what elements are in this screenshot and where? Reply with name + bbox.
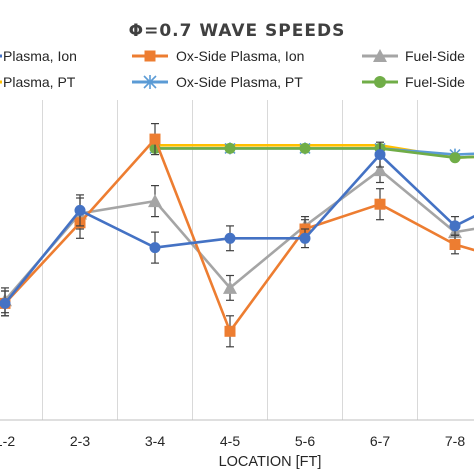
data-point-s5-6 [449, 152, 461, 164]
legend-marker-fuel-side-gray [373, 49, 387, 62]
legend-label-fuel-pt: Plasma, PT [3, 74, 76, 90]
legend-item-fuel-side-gray: Fuel-Side [362, 48, 465, 64]
legend-label-fuel-side-green: Fuel-Side [405, 74, 465, 90]
x-tick-label-3: 4-5 [220, 433, 240, 449]
series-line-1 [4, 137, 474, 333]
legend-label-fuel-ion: Plasma, Ion [3, 48, 77, 64]
data-point-s0-1 [74, 204, 86, 216]
data-point-s2-2 [148, 194, 162, 208]
series-5 [149, 142, 474, 164]
data-point-s1-5 [374, 198, 386, 210]
x-tick-labels: 1-2 2-3 3-4 4-5 5-6 6-7 7-8 [0, 433, 465, 449]
data-point-s0-2 [149, 242, 161, 254]
x-tick-label-1: 2-3 [70, 433, 90, 449]
data-point-s0-6 [449, 220, 461, 232]
data-point-s1-2 [149, 133, 161, 145]
legend-item-fuel-ion: Plasma, Ion [0, 48, 77, 64]
series-0 [0, 141, 474, 317]
legend-marker-ox-ion [144, 50, 156, 62]
x-axis-title: LOCATION [FT] [219, 454, 322, 470]
x-tick-label-4: 5-6 [295, 433, 315, 449]
legend-label-ox-pt: Ox-Side Plasma, PT [176, 74, 303, 90]
series-line-5 [155, 147, 474, 159]
series-line-2 [4, 168, 474, 302]
x-tick-label-5: 6-7 [370, 433, 390, 449]
legend-label-fuel-side-gray: Fuel-Side [405, 48, 465, 64]
legend-marker-ox-pt [143, 75, 157, 89]
legend: Plasma, Ion Ox-Side Plasma, Ion Fuel-Sid… [0, 48, 465, 90]
x-tick-label-2: 3-4 [145, 433, 165, 449]
legend-item-ox-ion: Ox-Side Plasma, Ion [132, 48, 304, 64]
legend-item-ox-pt: Ox-Side Plasma, PT [132, 74, 303, 90]
series-layer [0, 122, 474, 348]
chart-title: Φ=0.7 WAVE SPEEDS [129, 21, 346, 41]
data-point-s5-3 [224, 142, 236, 154]
data-point-s0-0 [0, 297, 11, 309]
x-tick-label-0: 1-2 [0, 433, 15, 449]
data-point-s0-4 [299, 232, 311, 244]
data-point-s0-3 [224, 232, 236, 244]
data-point-s2-3 [223, 280, 237, 294]
data-point-s0-5 [374, 149, 386, 161]
data-point-s2-5 [373, 163, 387, 177]
data-point-s1-6 [449, 239, 461, 250]
legend-marker-fuel-side-green [374, 76, 386, 88]
data-point-s5-4 [299, 142, 311, 154]
legend-item-fuel-pt: Plasma, PT [0, 74, 76, 90]
x-tick-label-6: 7-8 [445, 433, 465, 449]
series-2 [0, 157, 474, 314]
legend-item-fuel-side-green: Fuel-Side [362, 74, 465, 90]
legend-label-ox-ion: Ox-Side Plasma, Ion [176, 48, 304, 64]
series-line-0 [3, 153, 474, 305]
series-1 [0, 122, 474, 348]
data-point-s1-3 [224, 325, 236, 337]
